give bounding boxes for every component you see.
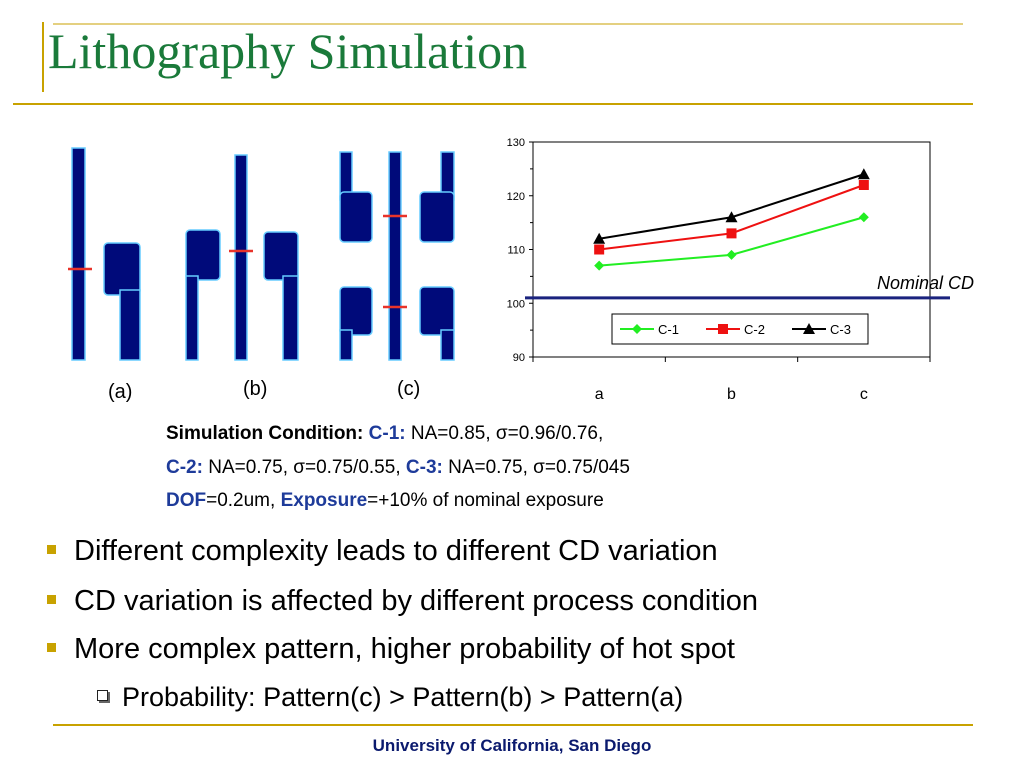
bullet-item: More complex pattern, higher probability… xyxy=(47,633,735,666)
condition-line-2: C-2: NA=0.75, σ=0.75/0.55, C-3: NA=0.75,… xyxy=(166,457,630,479)
data-point-c-2 xyxy=(858,180,869,190)
condition-dof-key: DOF xyxy=(166,490,207,511)
y-tick-label: 130 xyxy=(507,137,525,149)
slide-footer: University of California, San Diego xyxy=(372,736,652,755)
data-point-c-3 xyxy=(857,168,870,180)
x-tick-label: b xyxy=(727,386,736,403)
legend-marker xyxy=(632,324,642,334)
condition-line-3: DOF=0.2um, Exposure=+10% of nominal expo… xyxy=(166,490,604,512)
bullet-square-icon xyxy=(47,544,56,554)
bullet-item: CD variation is affected by different pr… xyxy=(47,585,758,618)
data-point-c-1 xyxy=(726,249,737,260)
legend-label: C-2 xyxy=(744,322,765,337)
data-point-c-2 xyxy=(594,244,605,255)
condition-c2-text: NA=0.75, σ=0.75/0.55, xyxy=(202,457,406,478)
bullet-square-icon xyxy=(47,594,56,604)
hollow-square-icon xyxy=(97,690,108,702)
condition-dof-text: =0.2um, xyxy=(206,490,281,511)
condition-c3-text: NA=0.75, σ=0.75/045 xyxy=(442,457,630,478)
legend-label: C-1 xyxy=(658,322,679,337)
pattern-a xyxy=(68,147,141,361)
bullet-text: More complex pattern, higher probability… xyxy=(74,633,735,665)
slide-title: Lithography Simulation xyxy=(48,23,528,79)
data-point-c-3 xyxy=(725,211,738,223)
x-tick-label: c xyxy=(860,386,868,403)
condition-line-1: Simulation Condition: C-1: NA=0.85, σ=0.… xyxy=(166,423,603,445)
condition-exposure-key: Exposure xyxy=(280,490,368,511)
legend-marker xyxy=(803,323,815,334)
bullet-text: CD variation is affected by different pr… xyxy=(74,585,759,617)
legend-marker xyxy=(718,324,728,334)
data-point-c-1 xyxy=(858,212,869,223)
pattern-figures xyxy=(68,147,455,361)
pattern-label-a: (a) xyxy=(108,381,133,403)
y-tick-label: 120 xyxy=(507,191,525,203)
condition-c3-key: C-3: xyxy=(405,457,443,478)
condition-prefix: Simulation Condition: xyxy=(166,423,369,444)
pattern-label-b: (b) xyxy=(243,378,268,400)
legend-label: C-3 xyxy=(830,322,851,337)
y-tick-label: 100 xyxy=(507,298,525,310)
pattern-label-c: (c) xyxy=(397,378,421,400)
condition-exposure-text: =+10% of nominal exposure xyxy=(367,490,604,511)
y-tick-label: 110 xyxy=(507,245,525,257)
data-point-c-1 xyxy=(594,260,605,271)
condition-c2-key: C-2: xyxy=(166,457,203,478)
bullet-item: Different complexity leads to different … xyxy=(47,535,718,568)
pattern-b xyxy=(185,154,299,361)
nominal-cd-label: Nominal CD xyxy=(877,273,975,293)
y-tick-label: 90 xyxy=(513,352,525,364)
bullet-square-icon xyxy=(47,642,56,652)
bullet-text: Different complexity leads to different … xyxy=(74,535,718,567)
data-point-c-2 xyxy=(726,228,737,239)
pattern-c xyxy=(339,151,455,361)
condition-c1-key: C-1: xyxy=(368,423,406,444)
condition-c1-text: NA=0.85, σ=0.96/0.76, xyxy=(405,423,604,444)
sub-bullet-item: Probability: Pattern(c) > Pattern(b) > P… xyxy=(97,682,683,713)
cd-line-chart: 90 100 110 120 130 a b c C-1 C-2 C-3 xyxy=(507,137,950,403)
data-point-c-3 xyxy=(593,232,606,244)
sub-bullet-text: Probability: Pattern(c) > Pattern(b) > P… xyxy=(122,682,684,712)
x-tick-label: a xyxy=(595,386,604,403)
